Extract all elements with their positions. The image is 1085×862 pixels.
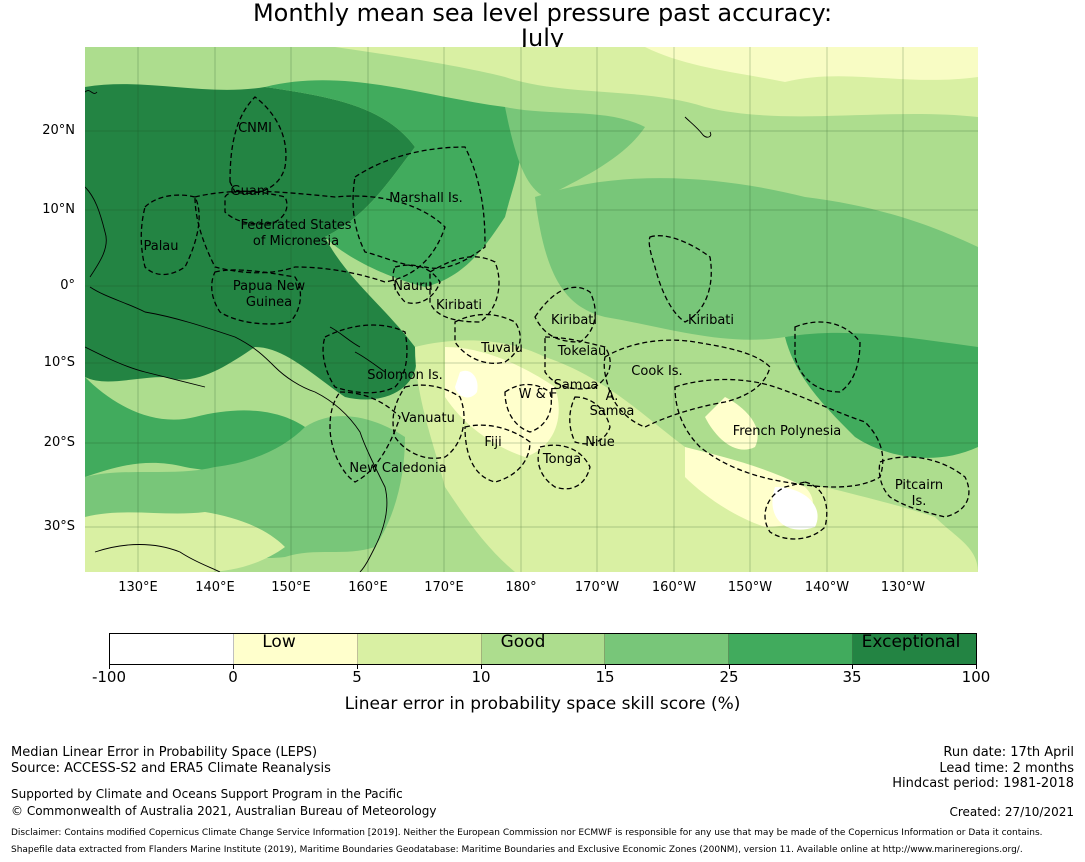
colorbar-tick-label: -100 xyxy=(91,668,127,686)
colorbar-segment xyxy=(481,634,606,664)
colorbar-tick-label: 10 xyxy=(471,668,491,686)
skill-map: CNMI Guam Marshall Is. Palau Federated S… xyxy=(85,47,978,572)
lon-label-160w: 160°W xyxy=(651,580,697,595)
region-label-png-2: Guinea xyxy=(246,295,292,310)
region-label-niue: Niue xyxy=(585,435,615,450)
colorbar-tick-label: 35 xyxy=(842,668,862,686)
colorbar-tick-label: 5 xyxy=(352,668,362,686)
colorbar-segment xyxy=(853,634,977,664)
footer-lead-time: Lead time: 2 months xyxy=(939,761,1074,776)
region-label-pitcairn-2: Is. xyxy=(912,494,927,509)
footer-copyright: © Commonwealth of Australia 2021, Austra… xyxy=(11,804,437,818)
lon-label-130e: 130°E xyxy=(118,580,158,595)
region-label-cook-islands: Cook Is. xyxy=(631,364,682,379)
disclaimer-copernicus: Disclaimer: Contains modified Copernicus… xyxy=(11,828,1043,838)
colorbar-tick-label: 0 xyxy=(228,668,238,686)
colorbar-tick-label: 15 xyxy=(595,668,615,686)
chart-title-line1: Monthly mean sea level pressure past acc… xyxy=(252,0,833,27)
lon-label-150e: 150°E xyxy=(271,580,311,595)
region-label-french-polynesia: French Polynesia xyxy=(733,424,842,439)
region-label-fsm-2: of Micronesia xyxy=(253,234,339,249)
lon-label-140e: 140°E xyxy=(195,580,235,595)
lon-label-150w: 150°W xyxy=(727,580,773,595)
lon-label-130w: 130°W xyxy=(880,580,926,595)
lon-label-170w: 170°W xyxy=(574,580,620,595)
footer-hindcast: Hindcast period: 1981-2018 xyxy=(892,776,1074,791)
colorbar-tick-label: 25 xyxy=(719,668,739,686)
footer-method: Median Linear Error in Probability Space… xyxy=(11,745,318,760)
region-label-png-1: Papua New xyxy=(233,279,306,294)
region-label-samoa: Samoa xyxy=(554,378,599,393)
region-label-guam: Guam xyxy=(231,184,270,199)
colorbar-tickmark xyxy=(852,665,853,669)
colorbar-tickmark xyxy=(729,665,730,669)
colorbar-segment xyxy=(605,634,730,664)
disclaimer-shapefile: Shapefile data extracted from Flanders M… xyxy=(11,845,1023,855)
colorbar-tickmark xyxy=(357,665,358,669)
lat-label-0: 0° xyxy=(60,278,75,293)
colorbar-segment xyxy=(729,634,854,664)
region-label-palau: Palau xyxy=(143,239,178,254)
region-label-american-samoa-2: Samoa xyxy=(590,404,635,419)
region-label-tuvalu: Tuvalu xyxy=(480,341,523,356)
colorbar-tick-label: 100 xyxy=(961,668,991,686)
region-label-marshall: Marshall Is. xyxy=(389,191,463,206)
lat-label-20n: 20°N xyxy=(42,123,75,138)
region-label-vanuatu: Vanuatu xyxy=(401,411,455,426)
footer-run-date: Run date: 17th April xyxy=(943,745,1074,760)
footer-created: Created: 27/10/2021 xyxy=(949,805,1074,819)
region-label-fsm-1: Federated States xyxy=(241,218,352,233)
region-label-solomon: Solomon Is. xyxy=(367,368,443,383)
region-label-tokelau: Tokelau xyxy=(557,344,607,359)
colorbar-tickmark xyxy=(605,665,606,669)
colorbar-tickmark xyxy=(481,665,482,669)
colorbar xyxy=(109,633,977,665)
region-label-tonga: Tonga xyxy=(542,452,581,467)
lat-label-30s: 30°S xyxy=(43,519,75,534)
region-label-cnmi: CNMI xyxy=(238,121,272,136)
lon-label-170e: 170°E xyxy=(424,580,464,595)
region-label-kiribati-west: Kiribati xyxy=(436,298,482,313)
region-label-new-caledonia: New Caledonia xyxy=(349,461,446,476)
legend-category-good: Good xyxy=(500,632,546,652)
region-label-kiribati-east: Kiribati xyxy=(688,313,734,328)
colorbar-segment xyxy=(357,634,482,664)
legend-category-exceptional: Exceptional xyxy=(861,632,961,652)
region-label-fiji: Fiji xyxy=(484,435,501,450)
colorbar-tickmark xyxy=(109,665,110,669)
lat-label-20s: 20°S xyxy=(43,435,75,450)
lat-label-10n: 10°N xyxy=(42,202,75,217)
colorbar-segment xyxy=(110,634,234,664)
region-label-wallis-futuna: W & F xyxy=(519,387,558,402)
region-label-american-samoa-1: A. xyxy=(606,389,619,404)
lon-label-140w: 140°W xyxy=(804,580,850,595)
region-label-kiribati-central: Kiribati xyxy=(551,313,597,328)
footer-source: Source: ACCESS-S2 and ERA5 Climate Reana… xyxy=(11,761,331,776)
lon-label-180: 180° xyxy=(505,580,537,595)
footer-support: Supported by Climate and Oceans Support … xyxy=(11,787,403,801)
colorbar-tickmark xyxy=(976,665,977,669)
colorbar-segment xyxy=(233,634,358,664)
colorbar-label: Linear error in probability space skill … xyxy=(344,694,741,714)
region-label-pitcairn-1: Pitcairn xyxy=(895,478,943,493)
lat-label-10s: 10°S xyxy=(43,355,75,370)
legend-category-low: Low xyxy=(262,632,296,652)
lon-label-160e: 160°E xyxy=(348,580,388,595)
region-label-nauru: Nauru xyxy=(393,279,433,294)
colorbar-tickmark xyxy=(233,665,234,669)
